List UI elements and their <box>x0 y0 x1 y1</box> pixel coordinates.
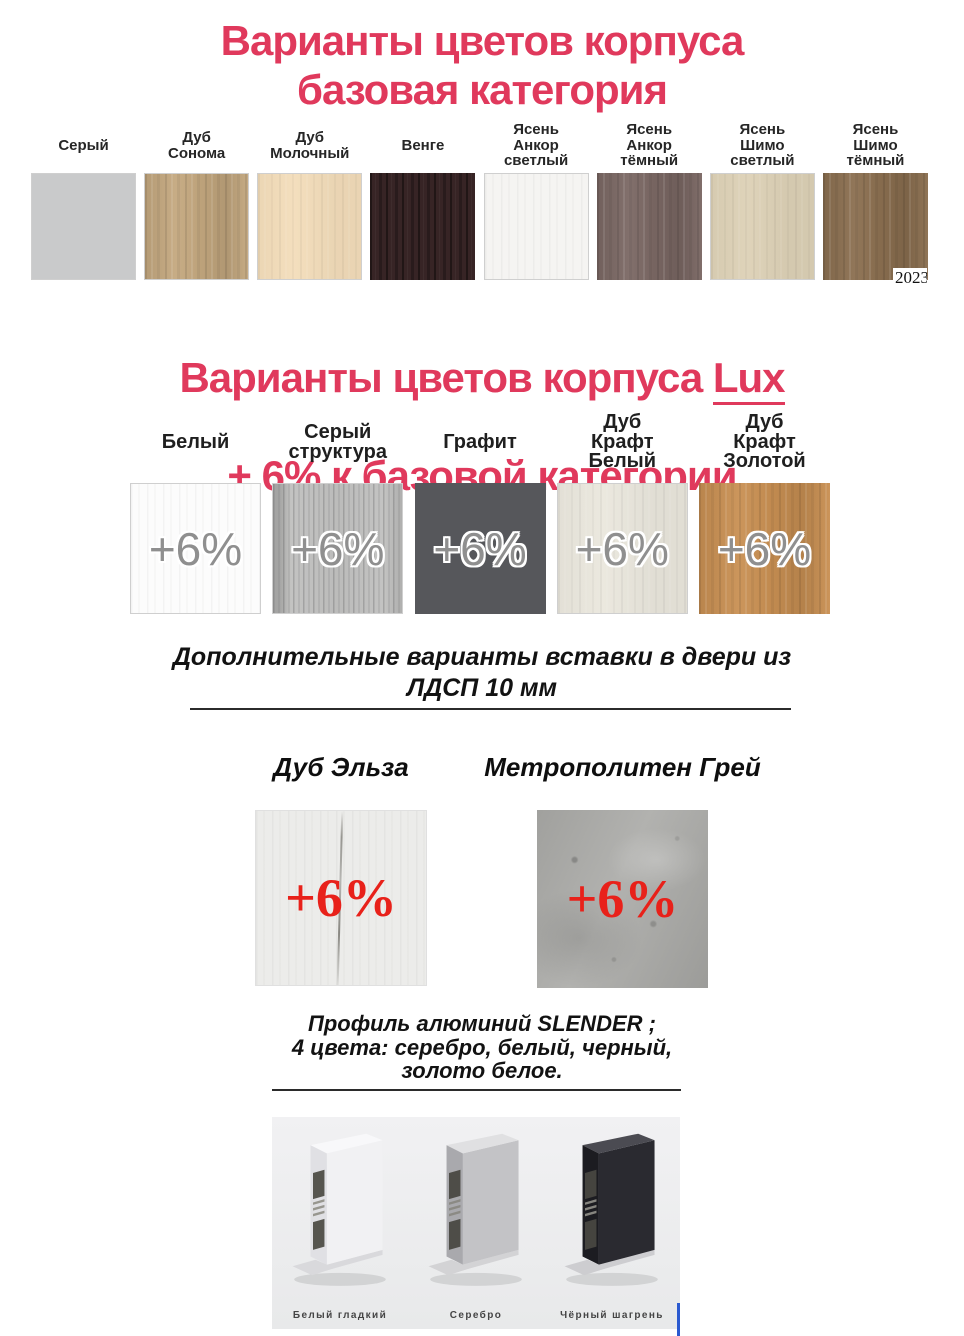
swatch-gray: Серый <box>31 121 136 280</box>
swatch-label: Дуб Крафт Белый <box>588 411 657 473</box>
swatch-ash-shimo-light: Ясень Шимо светлый <box>709 121 815 280</box>
insert-label-metropolitan-grey: Метрополитен Грей <box>484 752 761 782</box>
divider-line-2 <box>272 1089 681 1091</box>
swatch-ash-anchor-light: Ясень Анкор светлый <box>483 121 589 280</box>
lux-title-line1: Варианты цветов корпуса Lux <box>0 353 964 405</box>
lux-colors-row: Белый +6% Серый структура +6% Графит +6%… <box>130 412 830 614</box>
swatch-label: Серый структура <box>288 421 388 463</box>
swatch-oak-craft-white: Дуб Крафт Белый +6% <box>556 411 688 614</box>
base-colors-row: Серый Дуб Сонома Дуб Молочный Венге Ясен… <box>31 121 928 280</box>
insert-label-oak-elza: Дуб Эльза <box>273 752 409 782</box>
profile-label: Чёрный шагрень <box>560 1310 664 1321</box>
profile-white-column: Белый гладкий <box>272 1117 408 1329</box>
swatch-ash-shimo-dark: Ясень Шимо тёмный <box>822 121 928 280</box>
swatch-label: Венге <box>401 136 445 154</box>
profiles-photo: Белый гладкий Серебро Чёрный шагрень <box>272 1117 680 1329</box>
swatch-label: Ясень Анкор тёмный <box>620 121 679 170</box>
base-category-title: Варианты цветов корпуса базовая категори… <box>220 17 745 113</box>
lux-title-prefix: Варианты цветов корпуса <box>179 354 713 401</box>
door-inserts-heading: Дополнительные варианты вставки в двери … <box>172 643 792 702</box>
swatch-label: Белый <box>161 430 230 453</box>
swatch-sample: +6% <box>130 483 261 614</box>
plus6-watermark: +6% <box>575 522 669 575</box>
lux-word-underlined: Lux <box>712 354 786 405</box>
year-watermark: 2023 <box>893 268 927 288</box>
profile-3d-icon <box>564 1133 658 1286</box>
profile-heading: Профиль алюминий SLENDER ; 4 цвета: сере… <box>291 1011 673 1083</box>
profile-black-column: Чёрный шагрень <box>544 1117 680 1329</box>
profile-3d-icon <box>428 1133 522 1286</box>
swatch-sample: +6% <box>556 483 688 614</box>
divider-line <box>190 708 791 710</box>
swatch-label: Ясень Шимо светлый <box>730 121 795 170</box>
swatch-wenge: Венге <box>370 121 476 280</box>
plus6-watermark: +6% <box>717 522 812 575</box>
plus6-watermark: +6% <box>291 522 385 575</box>
swatch-ash-anchor-dark: Ясень Анкор тёмный <box>596 121 702 280</box>
swatch-oak-milky: Дуб Молочный <box>257 121 363 280</box>
swatch-oak-sonoma: Дуб Сонома <box>144 121 250 280</box>
text-cursor-artifact <box>677 1303 680 1336</box>
profile-label: Белый гладкий <box>292 1310 388 1321</box>
profile-silver-column: Серебро <box>408 1117 544 1329</box>
swatch-sample <box>822 173 928 280</box>
swatch-label: Графит <box>443 430 517 453</box>
plus6-watermark: +6% <box>433 522 527 575</box>
swatch-label: Ясень Шимо тёмный <box>846 121 905 170</box>
swatch-sample <box>144 173 250 280</box>
plus6-red-badge: +6% <box>566 869 679 929</box>
swatch-sample <box>709 173 815 280</box>
swatch-label: Серый <box>58 136 109 154</box>
swatch-sample <box>31 173 136 280</box>
swatch-label: Ясень Анкор светлый <box>503 121 569 170</box>
swatch-sample <box>257 173 363 280</box>
swatch-graphite: Графит +6% <box>414 412 546 614</box>
plus6-red-badge: +6% <box>285 868 397 928</box>
swatch-sample: +6% <box>272 483 404 614</box>
swatch-white: Белый +6% <box>130 412 261 614</box>
swatch-oak-craft-gold: Дуб Крафт Золотой +6% <box>699 412 830 614</box>
swatch-sample: +6% <box>414 483 546 614</box>
swatch-label: Дуб Сонома <box>168 129 226 162</box>
swatch-label: Дуб Молочный <box>270 129 350 162</box>
profile-label: Серебро <box>449 1310 503 1321</box>
swatch-sample <box>370 173 476 280</box>
swatch-gray-structure: Серый структура +6% <box>272 412 404 614</box>
profile-3d-icon <box>292 1133 386 1286</box>
insert-swatch-oak-elza: +6% <box>255 810 427 986</box>
plus6-watermark: +6% <box>148 522 243 575</box>
swatch-sample <box>596 173 702 280</box>
swatch-sample: +6% <box>699 483 830 614</box>
swatch-label: Дуб Крафт Золотой <box>723 411 806 473</box>
insert-swatch-metropolitan-grey: +6% <box>537 810 708 988</box>
swatch-sample <box>483 173 589 280</box>
